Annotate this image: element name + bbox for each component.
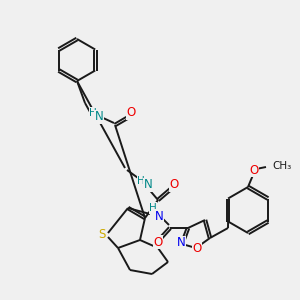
Text: N: N <box>94 110 103 124</box>
Text: O: O <box>192 242 202 256</box>
Text: H: H <box>89 108 97 118</box>
Text: O: O <box>126 106 136 119</box>
Text: O: O <box>249 164 259 176</box>
Text: H: H <box>149 203 157 213</box>
Text: S: S <box>98 229 106 242</box>
Text: O: O <box>153 236 163 248</box>
Text: CH₃: CH₃ <box>272 161 291 171</box>
Text: N: N <box>144 178 152 191</box>
Text: H: H <box>137 176 145 186</box>
Text: N: N <box>154 209 164 223</box>
Text: O: O <box>169 178 178 191</box>
Text: N: N <box>177 236 185 250</box>
